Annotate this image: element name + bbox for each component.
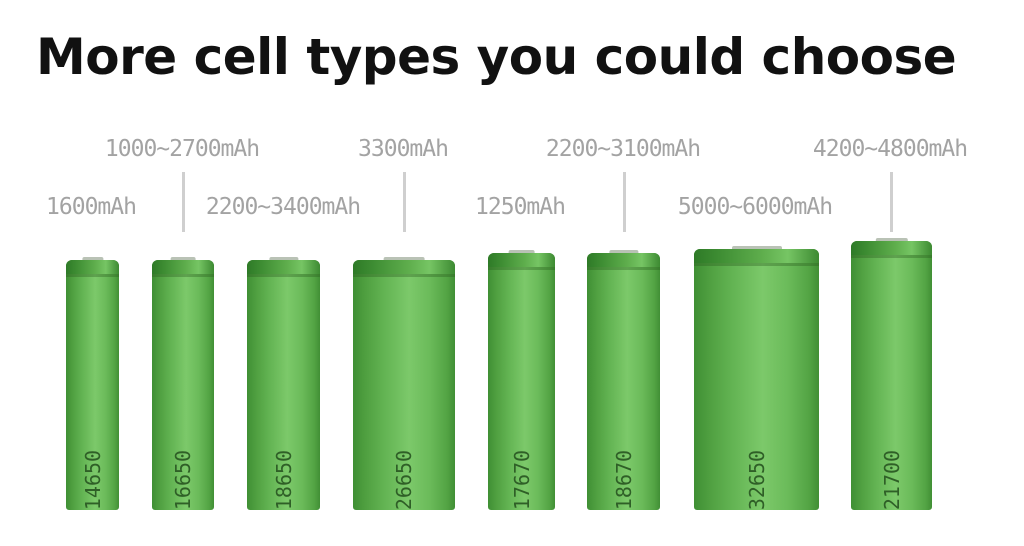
cell-model-label: 21700 (879, 449, 904, 511)
cell-model-label: 26650 (392, 449, 416, 511)
battery-cell-21700: 21700 (851, 238, 932, 510)
leader-line (890, 172, 893, 232)
battery-cell-14650: 14650 (66, 257, 119, 510)
battery-cell-17670: 17670 (488, 250, 555, 510)
battery-cell-18650: 18650 (247, 257, 320, 510)
capacity-label-18670: 2200~3100mAh (545, 136, 701, 162)
capacity-label-18650: 2200~3400mAh (205, 194, 361, 220)
cell-model-label: 32650 (744, 449, 769, 511)
capacity-label-16650: 1000~2700mAh (104, 136, 260, 162)
capacity-label-32650: 5000~6000mAh (677, 194, 833, 220)
capacity-label-21700: 4200~4800mAh (812, 136, 968, 162)
battery-cell-32650: 32650 (694, 246, 819, 510)
cell-model-label: 16650 (171, 449, 195, 511)
cell-model-label: 18650 (271, 449, 296, 511)
cell-model-label: 14650 (80, 449, 105, 511)
battery-cell-26650: 26650 (353, 257, 455, 510)
capacity-label-26650: 3300mAh (358, 136, 449, 162)
capacity-label-17670: 1250mAh (475, 194, 566, 220)
capacity-label-14650: 1600mAh (46, 194, 137, 220)
cell-model-label: 17670 (509, 449, 534, 511)
leader-line (182, 172, 185, 232)
cell-model-label: 18670 (611, 449, 636, 511)
battery-cell-18670: 18670 (587, 250, 660, 510)
leader-line (623, 172, 626, 232)
page-title: More cell types you could choose (36, 28, 957, 86)
leader-line (403, 172, 406, 232)
battery-cell-16650: 16650 (152, 257, 214, 510)
